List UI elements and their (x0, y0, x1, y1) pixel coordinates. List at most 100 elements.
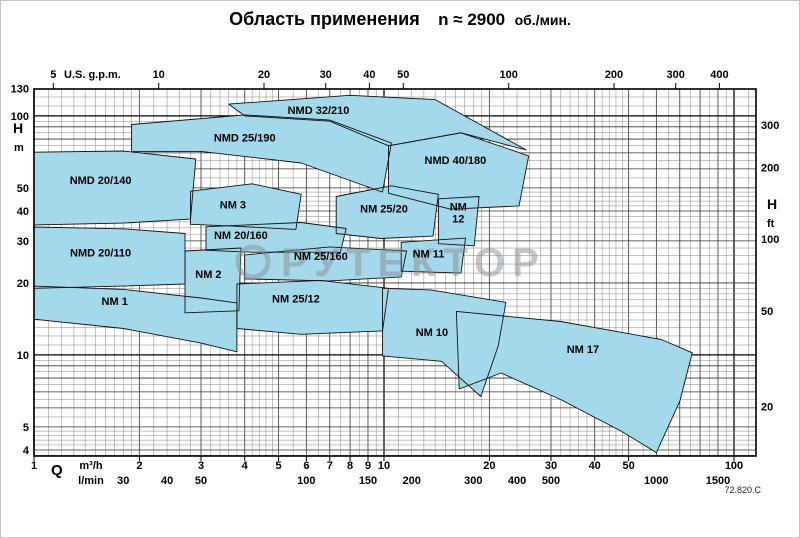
region-outline-nm-1 (33, 285, 238, 353)
y-right-axis-name: H (767, 196, 777, 212)
region-label-nmd-32-210: NMD 32/210 (288, 105, 350, 117)
y-right-tick-label: 50 (761, 306, 773, 318)
region-nm-20-160 (206, 222, 347, 253)
region-label-nmd-25-190: NMD 25/190 (214, 133, 276, 145)
x-bottom-tick-label-m3h: 1 (31, 460, 37, 472)
y-left-tick-label: 20 (17, 278, 29, 290)
region-nmd-20-140 (34, 151, 196, 225)
y-left-axis-name: H (13, 120, 23, 136)
region-nmd-40-180 (388, 132, 529, 210)
region-label-nm-10: NM 10 (416, 327, 448, 339)
region-label-nm-25-20: NM 25/20 (360, 203, 408, 215)
y-right-tick-label: 20 (761, 401, 773, 413)
region-label-nm-12: NM 12 (450, 201, 467, 225)
chart-title-rpm: n ≈ 2900 (438, 10, 506, 29)
region-nmd-25-190 (131, 114, 392, 193)
y-left-tick-label: 40 (17, 206, 29, 218)
y-left-tick-label: 30 (17, 236, 29, 248)
x-top-tick-label: 400 (710, 69, 728, 81)
x-bottom-tick-label-lmin: 1000 (644, 475, 668, 487)
region-outline-nm-10 (382, 287, 507, 397)
region-nm-2 (185, 248, 241, 313)
region-nmd-20-110 (34, 227, 185, 289)
x-bottom-tick-label-lmin: 150 (359, 475, 377, 487)
x-bottom-tick-label-m3h: 3 (198, 460, 204, 472)
region-outline-nm-12 (437, 196, 480, 247)
region-nm-11 (401, 238, 466, 274)
region-outline-nm-2 (184, 247, 242, 314)
plot-border (33, 88, 757, 457)
x-top-tick-label: 30 (320, 69, 332, 81)
region-label-nm-3: NM 3 (220, 199, 246, 211)
x-bottom-tick-label-lmin: 1500 (706, 475, 730, 487)
y-right-tick-label: 300 (761, 120, 779, 132)
watermark-logo-icon (235, 244, 271, 280)
x-bottom-tick-label-m3h: 5 (276, 460, 282, 472)
region-label-nm-20-160: NM 20/160 (214, 230, 268, 242)
x-bottom-tick-label-lmin: 50 (195, 475, 207, 487)
x-bottom-unit-m3h: m³/h (79, 460, 103, 472)
x-bottom-tick-label-lmin: 40 (161, 475, 173, 487)
x-bottom-tick-label-m3h: 30 (545, 460, 557, 472)
watermark: РУТЕКТОР (235, 241, 546, 285)
x-bottom-tick-label-m3h: 2 (136, 460, 142, 472)
y-left-tick-label: 5 (23, 422, 29, 434)
x-bottom-tick-label-m3h: 100 (725, 460, 743, 472)
x-top-tick-label: 20 (258, 69, 270, 81)
x-bottom-tick-label-m3h: 4 (242, 460, 249, 472)
x-bottom-tick-label-lmin: 30 (117, 475, 129, 487)
region-nm-3 (190, 183, 302, 230)
y-right-tick-label: 200 (761, 162, 779, 174)
x-top-tick-label: 40 (363, 69, 375, 81)
region-label-nm-25-160: NM 25/160 (294, 251, 348, 263)
region-outline-nm-25-160 (244, 246, 408, 282)
x-bottom-tick-label-lmin: 300 (464, 475, 482, 487)
x-top-tick-label: 50 (397, 69, 409, 81)
region-outline-nmd-25-190 (131, 114, 392, 193)
region-label-nmd-40-180: NMD 40/180 (425, 155, 487, 167)
x-bottom-tick-label-lmin: 200 (403, 475, 421, 487)
x-bottom-tick-label-m3h: 7 (327, 460, 333, 472)
x-bottom-tick-label-lmin: 400 (508, 475, 526, 487)
region-label-nm-2: NM 2 (195, 269, 221, 281)
region-label-nm-11: NM 11 (413, 249, 445, 261)
x-bottom-tick-label-m3h: 40 (589, 460, 601, 472)
region-outline-nm-3 (190, 183, 302, 230)
x-top-tick-label: 200 (605, 69, 623, 81)
x-bottom-tick-label-lmin: 500 (542, 475, 560, 487)
y-left-tick-label: 10 (17, 350, 29, 362)
x-bottom-tick-label-m3h: 9 (365, 460, 371, 472)
y-left-tick-label: 50 (17, 183, 29, 195)
x-bottom-axis-name: Q (51, 462, 63, 479)
watermark-text: РУТЕКТОР (281, 241, 546, 285)
axes: U.S. g.p.m.5 10 20 30 40 50 100 200 300 400Hm1301… (11, 69, 780, 487)
x-top-tick-label: 5 (50, 69, 56, 81)
chart-title-main: Область применения (229, 9, 420, 29)
pump-region-outlines (33, 94, 693, 454)
y-left-tick-label: 130 (11, 84, 29, 96)
region-nm-25-12 (236, 280, 389, 335)
x-bottom-tick-label-m3h: 10 (378, 460, 390, 472)
region-outline-nm-11 (400, 237, 466, 274)
chart-title-unit: об./мин. (514, 12, 571, 28)
region-labels: NMD 20/140 NMD 25/190 NMD 32/210 NMD 40/180… (70, 105, 599, 356)
region-nm-25-160 (244, 246, 407, 281)
chart-title: Область применения n ≈ 2900 об./мин. (1, 9, 799, 30)
x-top-tick-label: 100 (500, 69, 518, 81)
region-nm-25-20 (336, 185, 439, 239)
region-outline-nmd-40-180 (388, 132, 530, 210)
y-right-tick-label: 100 (761, 234, 779, 246)
region-label-nm-25-12: NM 25/12 (272, 293, 320, 305)
region-nm-17 (456, 311, 693, 453)
x-top-tick-label: 300 (667, 69, 685, 81)
x-bottom-tick-label-lmin: 100 (297, 475, 315, 487)
y-left-tick-label: 100 (11, 111, 29, 123)
x-bottom-tick-label-m3h: 50 (622, 460, 634, 472)
x-bottom-unit-lmin: l/min (78, 475, 104, 487)
y-left-tick-label: 4 (23, 445, 30, 457)
region-label-nmd-20-140: NMD 20/140 (70, 175, 132, 187)
region-label-nmd-20-110: NMD 20/110 (70, 248, 131, 260)
x-bottom-tick-label-m3h: 6 (303, 460, 309, 472)
y-left-unit-label: m (14, 142, 24, 154)
